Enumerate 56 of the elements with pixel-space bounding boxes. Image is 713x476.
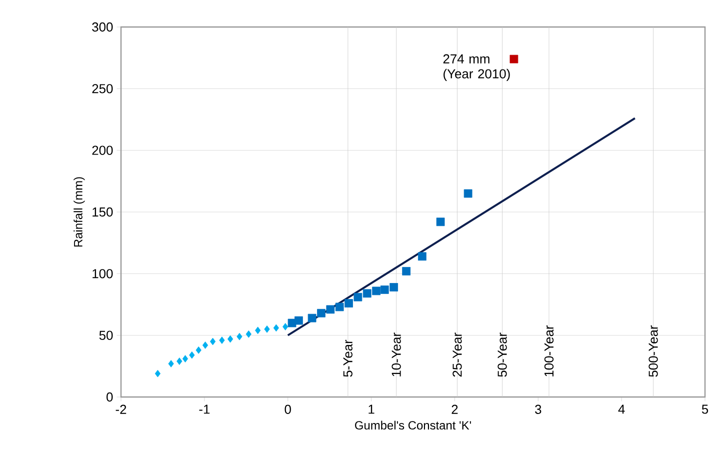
ref-line-label: 500-Year bbox=[648, 325, 658, 377]
y-tick-label: 200 bbox=[92, 146, 113, 155]
point bbox=[273, 324, 279, 332]
point bbox=[219, 336, 225, 344]
point bbox=[308, 314, 316, 322]
point bbox=[255, 326, 261, 334]
point bbox=[464, 189, 472, 198]
y-tick-label: 0 bbox=[106, 392, 113, 402]
point bbox=[362, 289, 372, 298]
point bbox=[182, 355, 188, 362]
ref-line-label: 50-Year bbox=[498, 332, 507, 377]
point bbox=[294, 316, 303, 325]
point bbox=[210, 338, 216, 346]
point bbox=[344, 299, 353, 308]
x-tick-label: 5 bbox=[702, 404, 708, 414]
point bbox=[402, 267, 411, 276]
x-tick-label: -2 bbox=[116, 404, 126, 414]
point bbox=[436, 218, 445, 226]
point bbox=[372, 286, 380, 296]
point bbox=[196, 346, 202, 354]
point bbox=[154, 370, 161, 378]
point bbox=[380, 286, 389, 294]
x-tick-label: -1 bbox=[199, 404, 210, 414]
y-tick-label: 50 bbox=[99, 330, 113, 340]
point bbox=[317, 308, 326, 318]
x-tick-label: 4 bbox=[618, 404, 625, 414]
point bbox=[189, 351, 195, 359]
point bbox=[354, 292, 362, 302]
y-axis-title: Rainfall (mm) bbox=[74, 177, 85, 247]
point bbox=[264, 325, 270, 333]
point bbox=[168, 360, 174, 368]
point bbox=[236, 332, 242, 340]
x-tick-label: 0 bbox=[284, 404, 291, 414]
y-tick-label: 250 bbox=[92, 84, 113, 94]
point bbox=[282, 323, 288, 330]
point bbox=[335, 302, 344, 312]
ref-line-label: 25-Year bbox=[452, 332, 462, 377]
point bbox=[246, 330, 252, 338]
x-tick-label: 2 bbox=[452, 404, 458, 414]
annotation: 274 mm (Year 2010) bbox=[443, 54, 510, 81]
point bbox=[202, 342, 208, 349]
ref-line-label: 100-Year bbox=[544, 325, 554, 376]
x-tick-label: 3 bbox=[535, 404, 542, 414]
point bbox=[326, 305, 335, 314]
point bbox=[176, 358, 182, 365]
x-axis-title: Gumbel's Constant 'K' bbox=[355, 420, 471, 430]
x-tick-label: 1 bbox=[368, 404, 374, 414]
ref-line-label: 5-Year bbox=[343, 340, 352, 377]
y-tick-label: 150 bbox=[92, 207, 113, 217]
point bbox=[418, 252, 426, 261]
point bbox=[390, 283, 398, 292]
y-tick-label: 100 bbox=[92, 269, 113, 278]
y-tick-label: 300 bbox=[92, 22, 113, 32]
point bbox=[227, 335, 234, 343]
point bbox=[510, 54, 518, 64]
ref-line-label: 10-Year bbox=[392, 332, 401, 376]
